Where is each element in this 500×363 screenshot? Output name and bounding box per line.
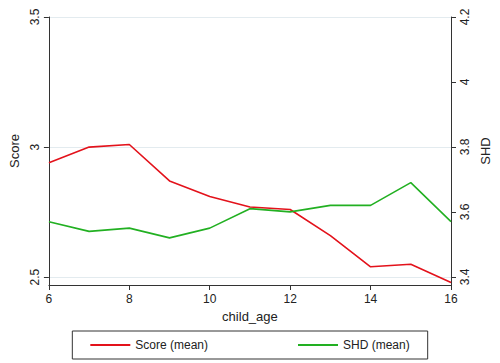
svg-text:child_age: child_age (222, 309, 278, 324)
svg-text:4: 4 (458, 78, 472, 85)
svg-text:14: 14 (364, 292, 378, 306)
svg-text:SHD (mean): SHD (mean) (343, 338, 410, 352)
svg-text:16: 16 (444, 292, 458, 306)
svg-text:Score (mean): Score (mean) (135, 338, 208, 352)
svg-text:2.5: 2.5 (28, 269, 42, 286)
svg-text:Score: Score (7, 134, 22, 168)
svg-text:3: 3 (28, 143, 42, 150)
svg-text:3.8: 3.8 (458, 138, 472, 155)
svg-text:3.4: 3.4 (458, 268, 472, 285)
svg-text:4.2: 4.2 (458, 8, 472, 25)
svg-text:SHD: SHD (478, 137, 493, 164)
svg-text:8: 8 (126, 292, 133, 306)
svg-text:6: 6 (46, 292, 53, 306)
svg-text:3.6: 3.6 (458, 203, 472, 220)
svg-text:3.5: 3.5 (28, 8, 42, 25)
svg-text:10: 10 (203, 292, 217, 306)
svg-text:12: 12 (283, 292, 297, 306)
